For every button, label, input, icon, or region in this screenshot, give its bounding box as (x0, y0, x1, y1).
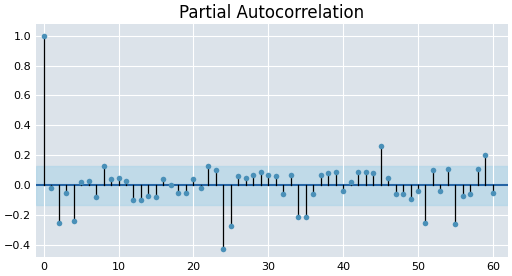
Bar (36, 166, 508, 205)
Title: Partial Autocorrelation: Partial Autocorrelation (179, 4, 365, 22)
